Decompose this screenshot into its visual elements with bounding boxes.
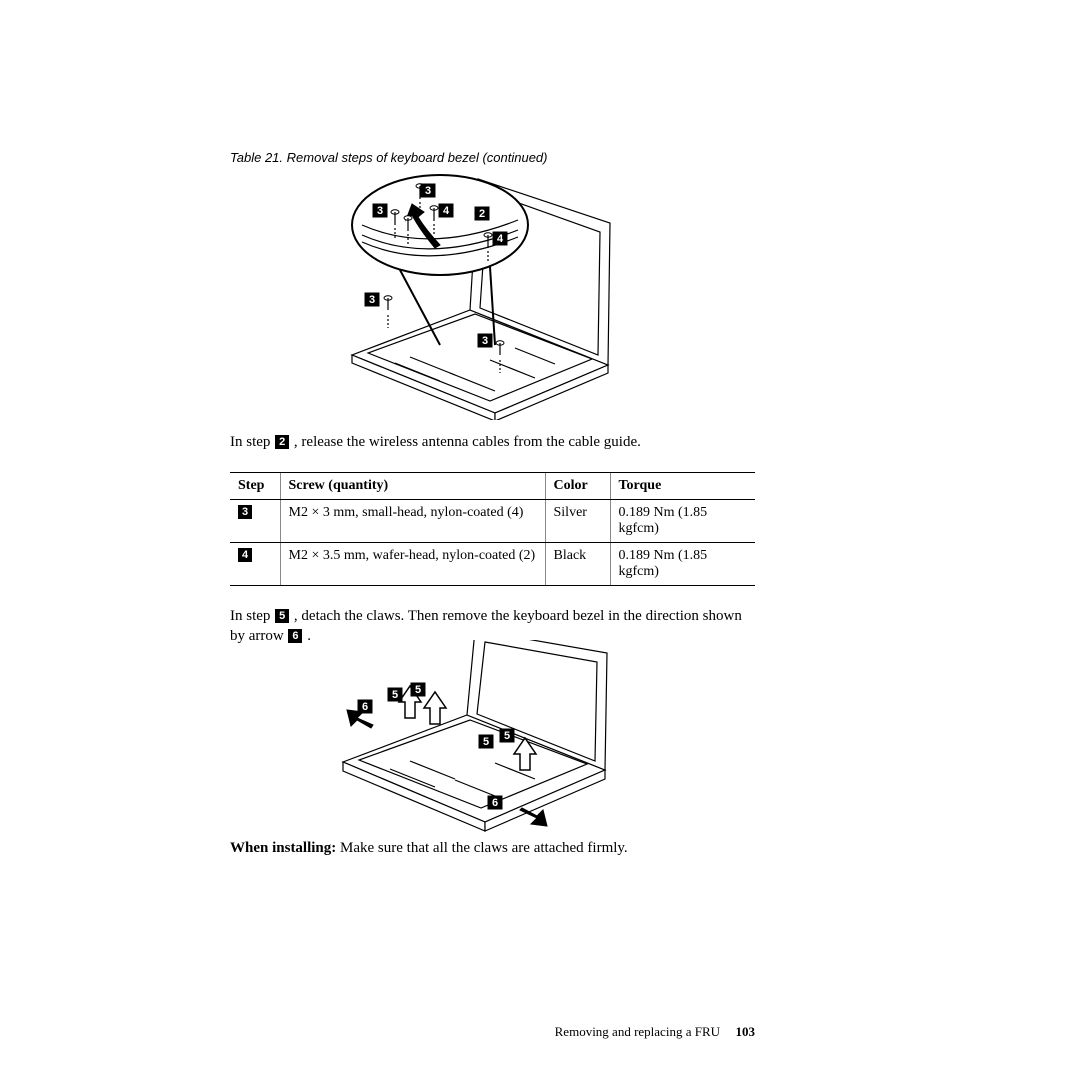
footer-text: Removing and replacing a FRU — [555, 1024, 720, 1040]
p2a: In step — [230, 608, 274, 624]
th-step: Step — [230, 473, 280, 500]
figure-1: 3342433 — [340, 170, 620, 420]
svg-text:3: 3 — [425, 185, 431, 197]
svg-text:5: 5 — [504, 730, 510, 742]
th-torque: Torque — [610, 473, 755, 500]
callout-3: 3 — [238, 505, 252, 519]
svg-text:3: 3 — [377, 205, 383, 217]
th-screw: Screw (quantity) — [280, 473, 545, 500]
cell-screw: M2 × 3.5 mm, wafer-head, nylon-coated (2… — [280, 543, 545, 586]
p1b: , release the wireless antenna cables fr… — [290, 434, 641, 450]
svg-text:6: 6 — [492, 797, 498, 809]
callout-4: 4 — [238, 548, 252, 562]
table-caption: Table 21. Removal steps of keyboard beze… — [230, 150, 547, 165]
install-note: When installing: Make sure that all the … — [230, 838, 755, 858]
svg-text:4: 4 — [443, 205, 450, 217]
cell-torque: 0.189 Nm (1.85 kgfcm) — [610, 500, 755, 543]
page: Table 21. Removal steps of keyboard beze… — [0, 0, 1080, 1080]
table-row: 4 M2 × 3.5 mm, wafer-head, nylon-coated … — [230, 543, 755, 586]
svg-text:5: 5 — [392, 689, 398, 701]
cell-screw: M2 × 3 mm, small-head, nylon-coated (4) — [280, 500, 545, 543]
para-step2: In step 2 , release the wireless antenna… — [230, 432, 755, 452]
svg-text:6: 6 — [362, 701, 368, 713]
th-color: Color — [545, 473, 610, 500]
cell-torque: 0.189 Nm (1.85 kgfcm) — [610, 543, 755, 586]
svg-text:5: 5 — [415, 684, 421, 696]
svg-text:3: 3 — [482, 335, 488, 347]
install-text: Make sure that all the claws are attache… — [336, 840, 627, 856]
svg-text:4: 4 — [497, 233, 504, 245]
cell-color: Silver — [545, 500, 610, 543]
svg-text:2: 2 — [479, 208, 485, 220]
footer-page-number: 103 — [736, 1024, 756, 1040]
callout-5: 5 — [275, 609, 289, 623]
figure-2: 5 5 6 5 5 6 — [335, 640, 615, 835]
cell-color: Black — [545, 543, 610, 586]
install-bold: When installing: — [230, 840, 336, 856]
table-row: 3 M2 × 3 mm, small-head, nylon-coated (4… — [230, 500, 755, 543]
callout-6: 6 — [288, 629, 302, 643]
callout-2: 2 — [275, 435, 289, 449]
screw-table: Step Screw (quantity) Color Torque 3 M2 … — [230, 472, 755, 586]
p2c: . — [303, 628, 311, 644]
p1a: In step — [230, 434, 274, 450]
svg-text:3: 3 — [369, 294, 375, 306]
svg-text:5: 5 — [483, 736, 489, 748]
